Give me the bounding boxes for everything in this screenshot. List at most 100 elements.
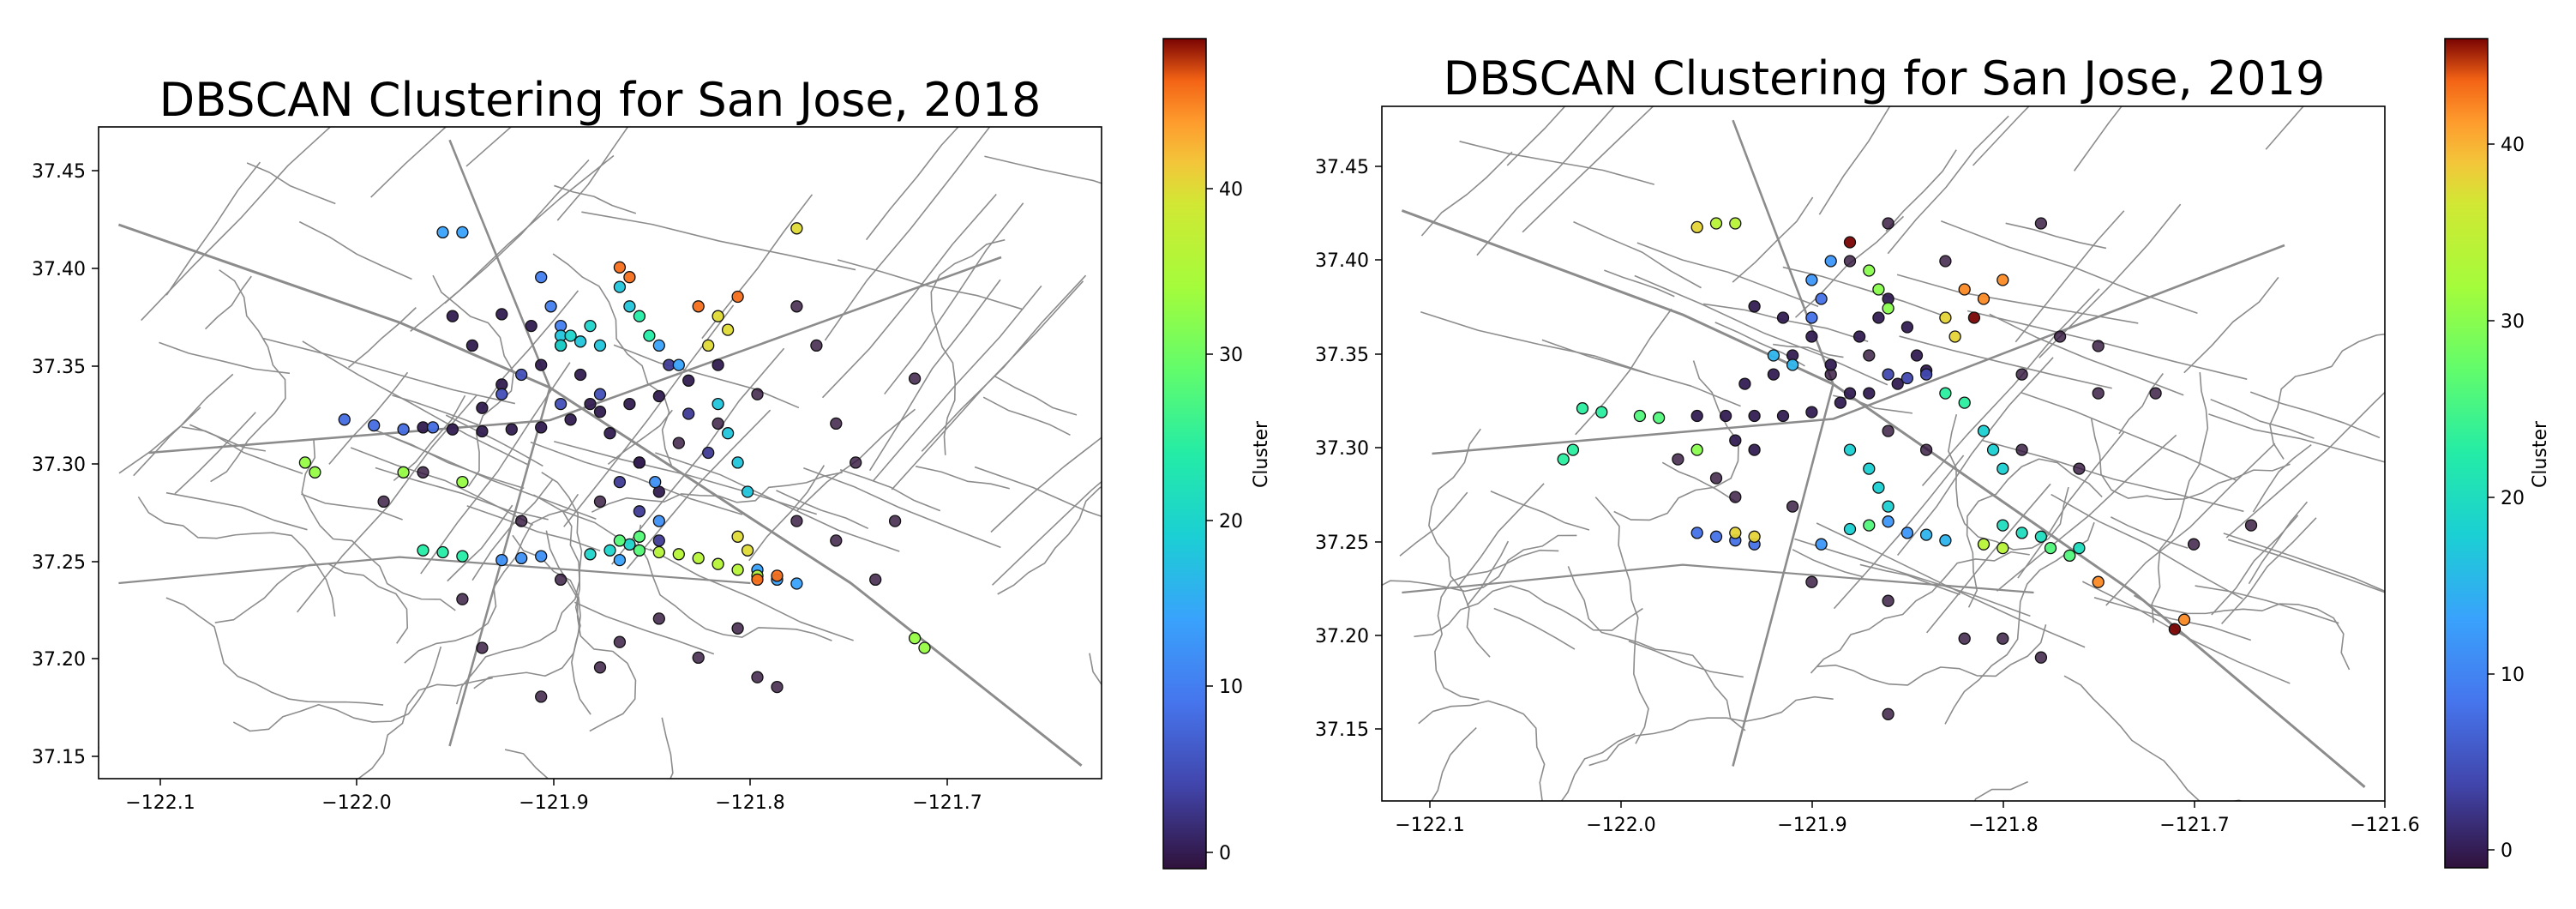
cluster-point [790, 222, 803, 235]
cluster-point [417, 544, 429, 557]
cluster-point [850, 456, 862, 469]
cluster-point [1815, 538, 1828, 551]
road-segment [1634, 274, 1888, 386]
cluster-point [652, 339, 665, 352]
cluster-point [417, 466, 429, 479]
cluster-point [397, 423, 410, 436]
cluster-point [515, 551, 528, 565]
road-segment [118, 556, 751, 585]
road-segment [2225, 391, 2385, 539]
road-segment [2017, 430, 2125, 579]
cluster-point [584, 548, 597, 561]
cluster-point [377, 495, 390, 509]
road-segment [2090, 418, 2291, 501]
cluster-point [1882, 368, 1894, 381]
road-segment [803, 467, 1001, 549]
cluster-point [613, 261, 627, 274]
cluster-point [2168, 623, 2182, 635]
road-segment [465, 127, 513, 167]
y-tick-label: 37.30 [32, 454, 86, 476]
cluster-point [741, 544, 754, 557]
colorbar-tick-label: 40 [2501, 135, 2525, 156]
cluster-point [1633, 409, 1647, 423]
cluster-point [1843, 387, 1857, 400]
cluster-point [790, 577, 803, 590]
colorbar-tick-label: 10 [2501, 665, 2525, 686]
road-segment [1399, 491, 1468, 557]
road-segment [2210, 398, 2315, 439]
cluster-point [721, 323, 735, 336]
cluster-point [672, 358, 685, 371]
y-axis-2018: 37.45 37.40 37.35 37.30 37.25 37.20 37.1… [32, 161, 99, 768]
cluster-point [2092, 575, 2105, 588]
chart-title-2018: DBSCAN Clustering for San Jose, 2018 [159, 73, 1042, 127]
cluster-point [633, 505, 646, 518]
x-tick-label: −121.8 [1968, 815, 2038, 836]
road-segment [930, 238, 1006, 455]
road-segment [210, 269, 286, 483]
road-segment [637, 524, 832, 641]
road-segment [1466, 540, 1510, 606]
y-tick-label: 37.20 [1315, 626, 1369, 647]
road-segment [1541, 339, 1741, 407]
cluster-point [584, 319, 597, 333]
colorbar-label: Cluster [2530, 420, 2551, 488]
cluster-point [1748, 300, 1761, 313]
cluster-point [495, 308, 508, 321]
road-segment [301, 493, 403, 521]
cluster-point [672, 548, 685, 561]
road-segment [984, 155, 1102, 184]
cluster-point [456, 226, 469, 239]
road-segment [556, 127, 629, 221]
cluster-point [1805, 330, 1818, 343]
road-segment [1973, 780, 2028, 801]
cluster-point [2053, 330, 2067, 343]
chart-title-2019: DBSCAN Clustering for San Jose, 2019 [1444, 51, 2326, 105]
road-segment [1594, 497, 1649, 744]
cluster-point [1891, 377, 1904, 390]
road-segment [1420, 310, 1651, 376]
road-segment [246, 162, 336, 205]
cluster-point [1805, 406, 1818, 418]
road-segment [997, 485, 1102, 595]
cluster-point [1939, 255, 1952, 268]
road-segment [1613, 360, 1739, 521]
road-segment [530, 441, 743, 515]
road-segment [607, 409, 673, 465]
cluster-point [731, 530, 744, 543]
cluster-point [535, 550, 548, 563]
road-segment [1925, 483, 2051, 634]
cluster-point [1690, 443, 1703, 456]
cluster-point [1843, 522, 1857, 536]
road-segment [1560, 732, 1636, 801]
cluster-point [368, 418, 381, 432]
road-segment [1887, 115, 2009, 255]
cluster-point [593, 661, 607, 674]
road-segment [2118, 373, 2164, 435]
cluster-point [1834, 396, 1847, 409]
cluster-point [2073, 462, 2086, 475]
cluster-point [633, 310, 646, 322]
road-segment [2063, 675, 2244, 801]
cluster-point [1967, 311, 1981, 324]
cluster-point [309, 466, 321, 479]
cluster-point [535, 421, 548, 434]
road-segment [1897, 357, 2054, 556]
road-segment [2105, 442, 2276, 606]
cluster-point [2034, 530, 2048, 543]
road-segment [1940, 220, 2198, 315]
road-segment [1428, 428, 1491, 658]
cluster-point [593, 495, 607, 509]
cluster-point [721, 427, 735, 440]
cluster-point [1919, 368, 1933, 381]
cluster-point [1729, 527, 1742, 539]
cluster-point [1882, 594, 1894, 607]
cluster-point [1786, 500, 1799, 513]
road-segment [982, 396, 1071, 436]
cluster-point [1557, 453, 1570, 466]
cluster-point [712, 397, 724, 411]
cluster-point [613, 280, 627, 293]
cluster-point [1729, 434, 1742, 447]
road-segment [1816, 624, 2047, 686]
cluster-point [692, 651, 705, 665]
